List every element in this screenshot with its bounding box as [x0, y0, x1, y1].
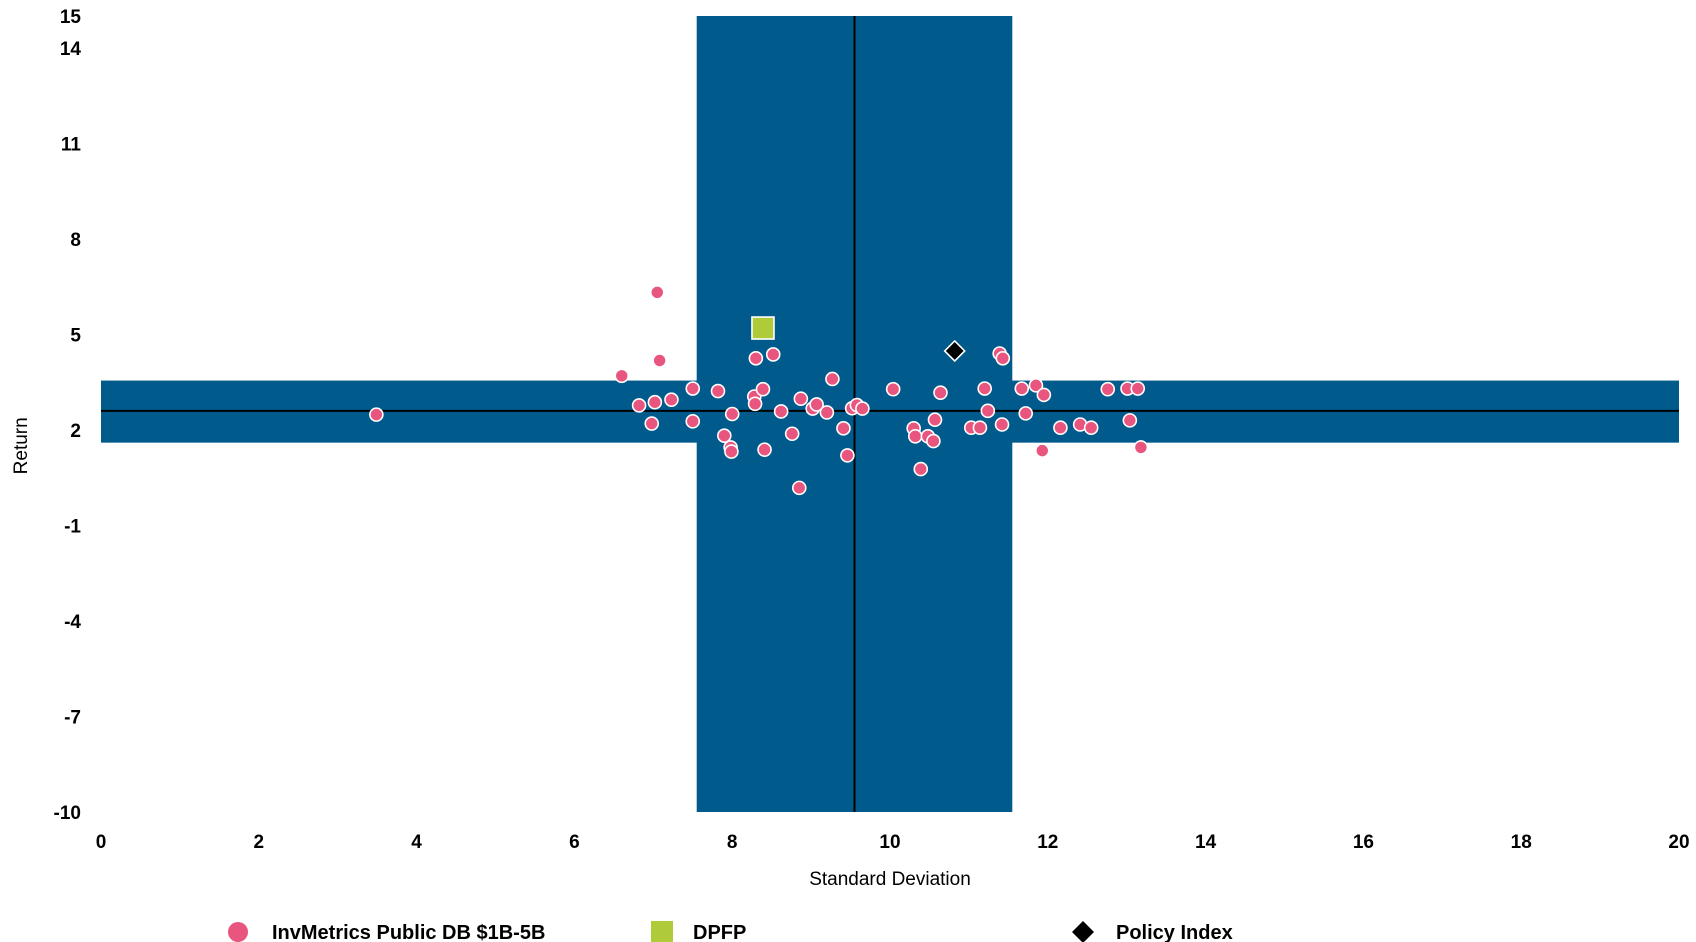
x-tick-label: 4 [411, 832, 422, 853]
peer-point [755, 381, 771, 397]
peer-point [649, 285, 665, 300]
y-tick-label: 14 [60, 39, 82, 60]
peer-point [748, 350, 764, 366]
peer-point [1018, 406, 1034, 421]
peer-point [1122, 413, 1138, 428]
x-tick-label: 8 [727, 832, 738, 853]
x-tick-label: 20 [1668, 832, 1689, 853]
peer-point [685, 414, 701, 429]
y-tick-label: 5 [70, 325, 81, 346]
peer-point [825, 371, 840, 387]
peer-point [885, 381, 901, 397]
peer-point [840, 448, 855, 463]
legend: InvMetrics Public DB $1B-5B DPFP Policy … [228, 921, 1233, 942]
peer-point [1036, 387, 1052, 403]
peer-point [631, 398, 647, 413]
peer-point [855, 401, 870, 416]
peer-point [994, 417, 1010, 432]
peer-point [614, 368, 630, 384]
peer-point [1130, 381, 1146, 396]
peer-point [724, 444, 739, 459]
peer-point [927, 412, 943, 428]
x-tick-label: 6 [569, 832, 580, 853]
legend-label-peer-group: InvMetrics Public DB $1B-5B [272, 922, 545, 942]
y-tick-label: -7 [64, 707, 81, 728]
peer-point [717, 428, 732, 443]
peer-point [793, 391, 809, 407]
x-tick-label: 0 [96, 832, 107, 853]
x-tick-label: 16 [1353, 832, 1374, 853]
legend-diamond-icon [1072, 921, 1094, 942]
legend-square-icon [651, 921, 673, 942]
legend-label-policy-index: Policy Index [1116, 922, 1233, 942]
peer-point [784, 426, 800, 442]
peer-point [644, 416, 660, 431]
peer-point [926, 433, 941, 449]
peer-point [369, 407, 384, 422]
peer-point [980, 403, 996, 419]
peer-point [652, 353, 667, 368]
peer-point [724, 406, 740, 422]
peer-point [913, 461, 929, 477]
peer-point [1133, 440, 1149, 455]
y-axis-ticks: -10 -7 -4 -1 2 5 8 11 14 15 [54, 7, 82, 824]
peer-point [685, 381, 701, 396]
peer-point [765, 347, 781, 362]
policy-index-point [943, 339, 966, 363]
peer-point [747, 396, 763, 412]
y-tick-label: 15 [60, 7, 82, 28]
peer-point [1083, 420, 1099, 435]
peer-point [1028, 378, 1044, 393]
y-tick-label: 8 [70, 230, 81, 251]
y-tick-label: -10 [54, 803, 81, 824]
peer-point [933, 385, 948, 400]
peer-point [995, 350, 1011, 366]
peer-point [972, 420, 988, 435]
peer-point [809, 397, 824, 412]
x-axis-title: Standard Deviation [809, 869, 971, 890]
y-tick-label: 2 [70, 421, 81, 442]
dpfp-point [751, 316, 775, 340]
y-tick-label: -4 [64, 612, 81, 633]
peer-point [710, 383, 726, 399]
peer-point [1034, 443, 1050, 458]
x-axis-ticks: 0 2 4 6 8 10 12 14 16 18 20 [96, 832, 1690, 853]
peer-point [791, 480, 807, 496]
x-tick-label: 18 [1511, 832, 1532, 853]
y-axis-title: Return [11, 417, 32, 474]
peer-point [1014, 381, 1030, 396]
x-tick-label: 2 [254, 832, 265, 853]
legend-label-dpfp: DPFP [693, 922, 746, 942]
peer-point [773, 404, 789, 419]
x-tick-label: 14 [1195, 832, 1217, 853]
peer-point [757, 442, 772, 457]
peer-point [819, 405, 835, 420]
peer-point [977, 381, 992, 396]
peer-point [1100, 381, 1116, 397]
legend-circle-icon [228, 922, 248, 942]
x-tick-label: 10 [879, 832, 900, 853]
y-tick-label: -1 [64, 516, 81, 537]
peer-point [647, 394, 663, 410]
peer-point [664, 392, 679, 407]
plot-bands [101, 16, 1679, 812]
peer-point [836, 421, 851, 436]
peer-point [907, 428, 923, 444]
y-tick-label: 11 [61, 134, 82, 155]
data-points [369, 285, 1149, 496]
x-tick-label: 12 [1037, 832, 1058, 853]
peer-point [1053, 420, 1068, 435]
